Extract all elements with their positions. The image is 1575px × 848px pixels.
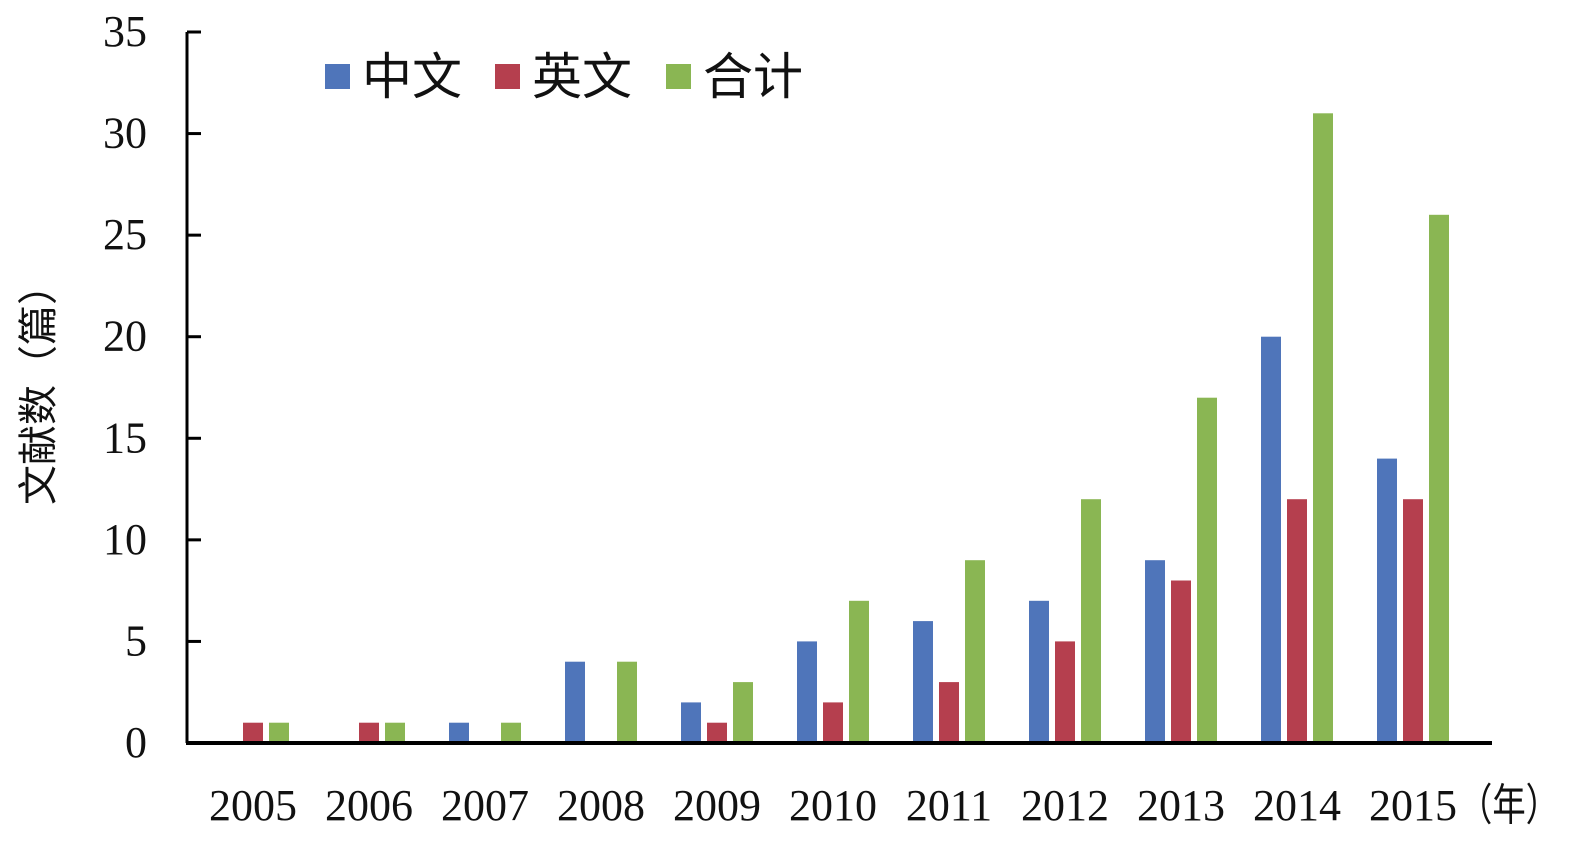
bar-2008-series-2 bbox=[617, 661, 637, 743]
legend-label-2: 合计 bbox=[703, 49, 803, 105]
x-tick-label-2006: 2006 bbox=[325, 781, 413, 830]
bar-2007-series-0 bbox=[449, 722, 469, 743]
bar-2014-series-1 bbox=[1287, 499, 1307, 743]
bar-2011-series-0 bbox=[913, 621, 933, 743]
bar-2014-series-0 bbox=[1261, 336, 1281, 743]
y-tick-label-20: 20 bbox=[103, 312, 147, 361]
x-tick-label-2010: 2010 bbox=[789, 781, 877, 830]
bar-2013-series-0 bbox=[1145, 560, 1165, 743]
bar-2005-series-2 bbox=[269, 722, 289, 743]
legend: 中文 英文 合计 bbox=[325, 49, 803, 105]
bar-2010-series-1 bbox=[823, 702, 843, 743]
bar-2009-series-1 bbox=[707, 722, 727, 743]
x-tick-label-2015: 2015 bbox=[1369, 781, 1457, 830]
x-tick-label-2014: 2014 bbox=[1253, 781, 1341, 830]
y-tick-label-25: 25 bbox=[103, 210, 147, 259]
bar-2012-series-1 bbox=[1055, 641, 1075, 743]
legend-label-0: 中文 bbox=[362, 49, 462, 105]
y-tick-label-5: 5 bbox=[125, 616, 147, 665]
x-tick-label-2012: 2012 bbox=[1021, 781, 1109, 830]
bar-2015-series-0 bbox=[1377, 458, 1397, 743]
bar-2010-series-2 bbox=[849, 600, 869, 743]
y-tick-label-0: 0 bbox=[125, 718, 147, 767]
y-tick-label-35: 35 bbox=[103, 7, 147, 56]
bar-2012-series-0 bbox=[1029, 600, 1049, 743]
x-tick-label-2008: 2008 bbox=[557, 781, 645, 830]
bar-2009-series-2 bbox=[733, 682, 753, 743]
bar-2013-series-2 bbox=[1197, 397, 1217, 743]
bars-group bbox=[243, 113, 1449, 744]
legend-swatch-0 bbox=[325, 64, 350, 89]
bar-2006-series-1 bbox=[359, 722, 379, 743]
x-axis-unit: （年） bbox=[1459, 781, 1559, 830]
y-axis: 0 5 10 15 20 25 30 35 bbox=[103, 7, 201, 767]
x-tick-label-2007: 2007 bbox=[441, 781, 529, 830]
bar-2009-series-0 bbox=[681, 702, 701, 743]
y-axis-label-group: 文献数（篇） bbox=[16, 265, 62, 505]
bar-2015-series-2 bbox=[1429, 214, 1449, 744]
bar-2011-series-1 bbox=[939, 682, 959, 743]
x-tick-label-2009: 2009 bbox=[673, 781, 761, 830]
y-tick-label-10: 10 bbox=[103, 515, 147, 564]
legend-swatch-1 bbox=[495, 64, 520, 89]
x-axis: 2005 2006 2007 2008 2009 2010 2011 2012 2013 2014… bbox=[186, 741, 1492, 830]
bar-2007-series-2 bbox=[501, 722, 521, 743]
x-tick-label-2005: 2005 bbox=[209, 781, 297, 830]
bar-2008-series-0 bbox=[565, 661, 585, 743]
x-tick-label-2011: 2011 bbox=[906, 781, 992, 830]
legend-label-1: 英文 bbox=[532, 49, 632, 105]
bar-2014-series-2 bbox=[1313, 113, 1333, 744]
legend-swatch-2 bbox=[666, 64, 691, 89]
bar-2012-series-2 bbox=[1081, 499, 1101, 743]
y-tick-label-15: 15 bbox=[103, 413, 147, 462]
bar-2006-series-2 bbox=[385, 722, 405, 743]
y-tick-label-30: 30 bbox=[103, 109, 147, 158]
y-axis-label: 文献数（篇） bbox=[16, 265, 62, 505]
bar-2005-series-1 bbox=[243, 722, 263, 743]
bar-2010-series-0 bbox=[797, 641, 817, 743]
bar-2015-series-1 bbox=[1403, 499, 1423, 743]
bar-2011-series-2 bbox=[965, 560, 985, 743]
bar-2013-series-1 bbox=[1171, 580, 1191, 743]
x-tick-label-2013: 2013 bbox=[1137, 781, 1225, 830]
